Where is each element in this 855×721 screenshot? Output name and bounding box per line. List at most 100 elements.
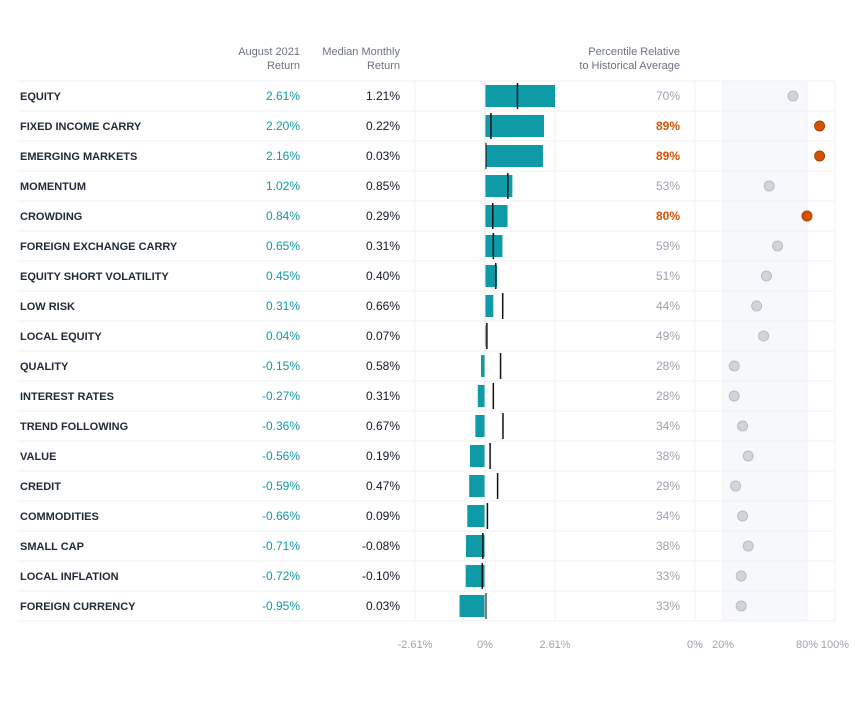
percentile-tick-label: 0%: [687, 639, 703, 651]
factor-label: SMALL CAP: [20, 541, 84, 553]
august-return-value: 2.16%: [266, 149, 300, 163]
percentile-dot: [737, 420, 749, 432]
percentile-value: 38%: [656, 449, 680, 463]
percentile-dot: [760, 270, 772, 282]
august-return-value: 0.65%: [266, 239, 300, 253]
factor-label: LOW RISK: [20, 301, 75, 313]
median-return-value: 0.07%: [366, 329, 400, 343]
factor-label: EQUITY SHORT VOLATILITY: [20, 271, 169, 283]
percentile-dot: [742, 540, 754, 552]
factor-label: EQUITY: [20, 91, 62, 103]
august-return-bar: [475, 415, 485, 437]
median-return-value: 0.47%: [366, 479, 400, 493]
median-return-value: 0.31%: [366, 239, 400, 253]
percentile-value: 34%: [656, 419, 680, 433]
percentile-value: 70%: [656, 89, 680, 103]
percentile-dot: [758, 330, 770, 342]
percentile-dot: [737, 510, 749, 522]
median-return-value: 0.22%: [366, 119, 400, 133]
august-return-bar: [465, 535, 485, 557]
factor-label: COMMODITIES: [20, 511, 99, 523]
august-return-value: 0.45%: [266, 269, 300, 283]
august-return-bar: [485, 325, 487, 347]
percentile-tick-label: 20%: [712, 639, 734, 651]
header-august-line2: Return: [266, 60, 300, 72]
factor-label: QUALITY: [20, 361, 69, 373]
factor-label: VALUE: [20, 451, 56, 463]
median-return-value: 0.66%: [366, 299, 400, 313]
factor-label: TREND FOLLOWING: [20, 421, 128, 433]
percentile-dot: [730, 480, 742, 492]
august-return-value: 2.20%: [266, 119, 300, 133]
august-return-value: 0.04%: [266, 329, 300, 343]
august-return-bar: [459, 595, 485, 617]
bar-tick-label: -2.61%: [398, 639, 433, 651]
percentile-dot: [742, 450, 754, 462]
median-return-value: 0.19%: [366, 449, 400, 463]
percentile-tick-label: 80%: [796, 639, 818, 651]
percentile-value: 51%: [656, 269, 680, 283]
august-return-value: 2.61%: [266, 89, 300, 103]
median-return-value: -0.08%: [362, 539, 400, 553]
august-return-bar: [467, 505, 485, 527]
august-return-value: -0.72%: [262, 569, 300, 583]
august-return-value: -0.15%: [262, 359, 300, 373]
factor-label: LOCAL INFLATION: [20, 571, 119, 583]
percentile-value: 28%: [656, 359, 680, 373]
factor-label: FOREIGN EXCHANGE CARRY: [20, 241, 178, 253]
percentile-value: 33%: [656, 599, 680, 613]
percentile-dot: [728, 360, 740, 372]
median-return-value: 0.03%: [366, 149, 400, 163]
header-percentile-line1: Percentile Relative: [588, 46, 680, 58]
header-percentile: Percentile Relative to Historical Averag…: [540, 45, 680, 73]
august-return-bar: [485, 85, 555, 107]
august-return-value: -0.71%: [262, 539, 300, 553]
header-median-line1: Median Monthly: [322, 46, 400, 58]
factor-label: EMERGING MARKETS: [20, 151, 137, 163]
median-return-value: 0.67%: [366, 419, 400, 433]
august-return-bar: [477, 385, 485, 407]
median-return-value: -0.10%: [362, 569, 400, 583]
august-return-bar: [469, 445, 485, 467]
august-return-bar: [485, 145, 543, 167]
percentile-value: 44%: [656, 299, 680, 313]
median-return-value: 0.03%: [366, 599, 400, 613]
august-return-bar: [485, 205, 508, 227]
header-median-line2: Return: [366, 60, 400, 72]
august-return-value: -0.27%: [262, 389, 300, 403]
percentile-dot: [814, 150, 826, 162]
percentile-dot: [751, 300, 763, 312]
header-percentile-line2: to Historical Average: [579, 60, 680, 72]
factor-label: FOREIGN CURRENCY: [20, 601, 136, 613]
august-return-value: 0.84%: [266, 209, 300, 223]
median-return-value: 0.29%: [366, 209, 400, 223]
percentile-dot: [735, 600, 747, 612]
bar-tick-label: 0%: [477, 639, 493, 651]
percentile-dot: [814, 120, 826, 132]
median-return-value: 0.31%: [366, 389, 400, 403]
august-return-value: -0.59%: [262, 479, 300, 493]
august-return-value: -0.56%: [262, 449, 300, 463]
percentile-value: 89%: [656, 119, 680, 133]
percentile-value: 34%: [656, 509, 680, 523]
percentile-value: 89%: [656, 149, 680, 163]
august-return-value: -0.36%: [262, 419, 300, 433]
median-return-value: 0.40%: [366, 269, 400, 283]
percentile-dot: [772, 240, 784, 252]
percentile-tick-label: 100%: [821, 639, 849, 651]
factor-label: CREDIT: [20, 481, 61, 493]
percentile-value: 38%: [656, 539, 680, 553]
factor-label: INTEREST RATES: [20, 391, 114, 403]
percentile-dot: [735, 570, 747, 582]
header-august-line1: August 2021: [238, 46, 300, 58]
percentile-dot: [763, 180, 775, 192]
august-return-bar: [480, 355, 485, 377]
bar-tick-label: 2.61%: [539, 639, 570, 651]
august-return-value: 1.02%: [266, 179, 300, 193]
header-august-return: August 2021 Return: [200, 45, 300, 73]
percentile-value: 29%: [656, 479, 680, 493]
august-return-value: -0.95%: [262, 599, 300, 613]
percentile-value: 53%: [656, 179, 680, 193]
percentile-value: 33%: [656, 569, 680, 583]
factor-label: LOCAL EQUITY: [20, 331, 102, 343]
